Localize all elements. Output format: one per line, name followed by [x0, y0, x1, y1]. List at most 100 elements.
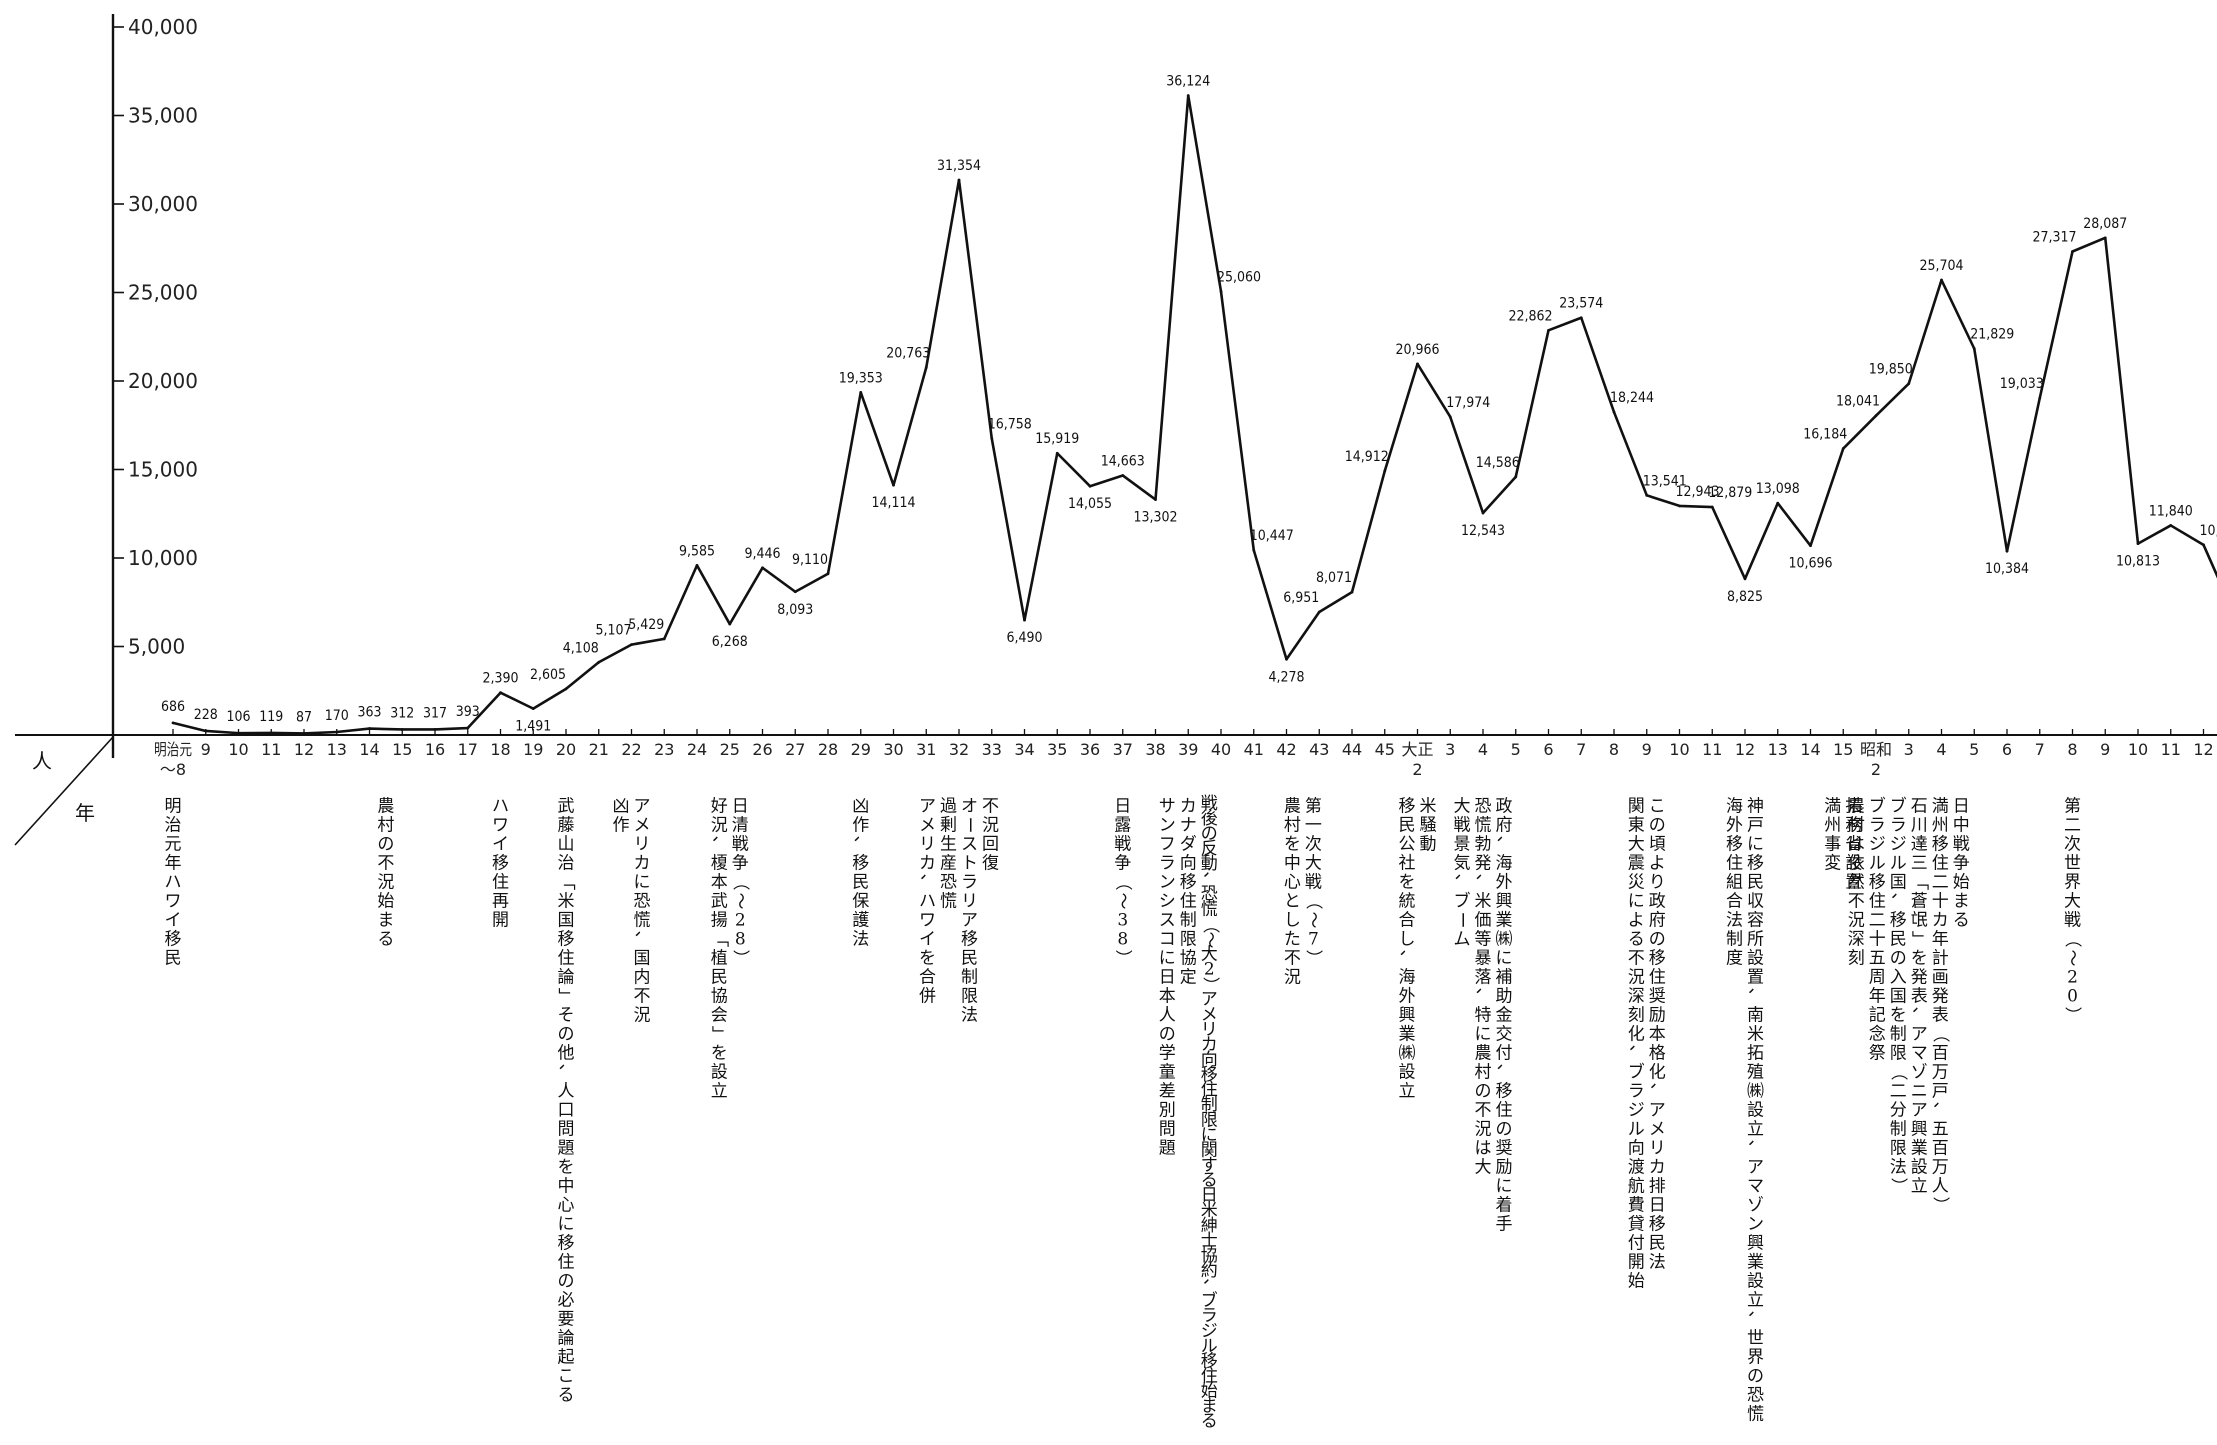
x-tick-label: 40	[1211, 740, 1231, 759]
event-char: 国	[1890, 986, 1907, 1006]
event-char: に	[1747, 834, 1764, 854]
event-char: に	[1475, 1024, 1492, 1044]
value-label: 21,829	[1970, 327, 2014, 343]
event-char: 況	[1284, 967, 1301, 987]
data-point	[1219, 290, 1223, 293]
event-char: 2	[735, 910, 746, 930]
data-point	[1874, 414, 1878, 418]
event-char: 中	[1284, 853, 1301, 873]
event-char: 必	[558, 1290, 575, 1310]
event-char: 二	[2064, 815, 2081, 835]
event-char: 関	[1628, 796, 1645, 816]
event-char: 」	[1909, 931, 1929, 948]
event-char: 治	[558, 853, 575, 873]
value-label: 10,447	[1250, 528, 1294, 544]
event-char: 差	[1159, 1081, 1176, 1101]
event-char: 内	[634, 967, 651, 987]
event-char: 始	[1628, 1271, 1645, 1291]
event-char: 分	[1890, 1100, 1907, 1120]
data-point	[1383, 469, 1387, 473]
event-char: ニ	[1911, 1081, 1928, 1101]
event-char: ー	[1452, 912, 1472, 929]
event-char: 米	[1420, 796, 1437, 816]
event-char: 、	[1930, 1102, 1950, 1119]
event-char: 争	[1953, 853, 1970, 873]
event-char: 励	[1649, 1005, 1666, 1025]
event-char: り	[1649, 872, 1666, 892]
event-char: 住	[1726, 853, 1743, 873]
value-label: 13,302	[1133, 510, 1177, 526]
event-char: 、	[1473, 874, 1493, 891]
event-char: 論	[558, 1328, 575, 1348]
event-char: を	[711, 1043, 728, 1063]
value-label: 170	[325, 708, 349, 724]
value-label: 10,384	[1985, 561, 2029, 577]
event-char: 刻	[1848, 948, 1865, 968]
x-tick-label: 33	[982, 740, 1002, 759]
event-char: 組	[1726, 872, 1743, 892]
event-char: 反	[1201, 839, 1218, 859]
x-tick-label: 10	[228, 740, 248, 759]
event-char: 慌	[1475, 815, 1492, 835]
event-char: 住	[1649, 967, 1666, 987]
x-tick-sublabel: 2	[1871, 760, 1881, 779]
series-line	[172, 94, 2217, 735]
event-char: 等	[1475, 929, 1492, 949]
event-char: 立	[711, 1081, 728, 1101]
event-char: ブ	[1628, 1061, 1645, 1082]
value-label: 317	[423, 705, 447, 721]
event-char: 発	[1932, 986, 1949, 1006]
event-char: 況	[377, 872, 394, 892]
event-char: の	[1475, 1081, 1492, 1101]
event-char: 石	[1911, 796, 1928, 816]
data-point	[302, 732, 306, 735]
event-char: 村	[1848, 815, 1865, 835]
event-char: ア	[1911, 1100, 1928, 1120]
event-char: カ	[1932, 910, 1949, 930]
event-char: 百	[1932, 1043, 1949, 1063]
event-char: 武	[711, 891, 728, 911]
data-point	[1940, 278, 1943, 282]
event-char: 騒	[1420, 815, 1437, 835]
data-point	[1252, 548, 1256, 552]
event-char: メ	[634, 815, 651, 835]
data-point	[368, 727, 371, 730]
event-char: 戦	[1953, 834, 1970, 854]
event-char: 住	[1201, 1080, 1218, 1100]
event-char: 藤	[558, 815, 575, 835]
event-char: ア	[961, 910, 978, 930]
event-char: 災	[1628, 872, 1645, 892]
event-char: 化	[1649, 1062, 1666, 1082]
x-tick-label: 4	[1936, 740, 1946, 759]
event-char: 念	[1869, 1023, 1886, 1044]
value-label: 1,491	[515, 719, 551, 735]
event-char: 産	[940, 853, 957, 873]
event-char: 外	[1496, 872, 1513, 892]
x-tick-label: 3	[1904, 740, 1914, 759]
event-char: に	[1496, 1176, 1513, 1196]
event-char: ～	[2062, 950, 2082, 967]
event-char: 米	[1475, 891, 1492, 911]
x-tick-label: 24	[687, 740, 707, 759]
event-char: ～	[730, 893, 750, 910]
x-tick-label: 13	[1768, 740, 1788, 759]
event-char: 蒼	[1911, 891, 1928, 911]
event-char: ハ	[919, 891, 936, 911]
value-label: 5,107	[595, 623, 631, 639]
event-char: 渡	[1628, 1157, 1645, 1177]
event-char: 南	[1747, 1005, 1764, 1025]
event-char: 限	[1890, 1138, 1907, 1158]
event-char: 「	[709, 931, 729, 948]
x-tick-label: 41	[1244, 740, 1264, 759]
event-char: 五	[1932, 1119, 1949, 1139]
x-tick-label: 22	[621, 740, 641, 759]
event-char: マ	[1911, 1043, 1928, 1063]
event-char: 約	[1201, 1261, 1218, 1281]
event-char: 設	[1747, 1100, 1764, 1120]
event-char: ）	[1112, 950, 1132, 967]
event-char: 制	[1180, 910, 1197, 930]
event-char: 年	[1869, 986, 1886, 1006]
x-tick-label: 12	[1735, 740, 1755, 759]
x-tick-label: 17	[458, 740, 478, 759]
event-char: 震	[1628, 853, 1645, 873]
